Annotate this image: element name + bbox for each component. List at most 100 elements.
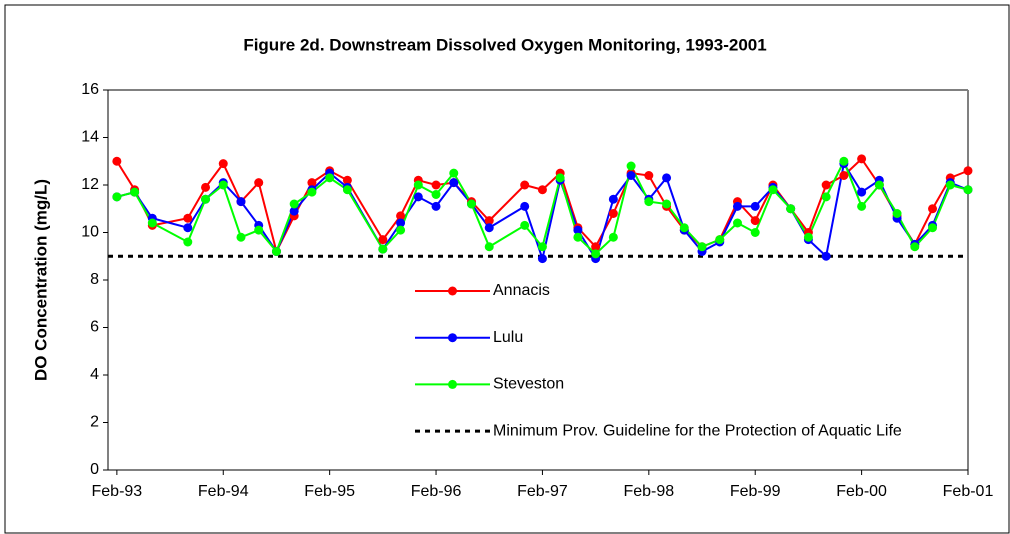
data-point xyxy=(591,249,601,259)
data-point xyxy=(537,254,547,264)
data-point xyxy=(963,185,973,195)
legend-label: Minimum Prov. Guideline for the Protecti… xyxy=(493,422,902,439)
data-point xyxy=(130,187,140,197)
data-point xyxy=(715,235,725,245)
chart-border xyxy=(4,4,1010,534)
data-point xyxy=(697,242,707,252)
x-tick-label: Feb-93 xyxy=(92,483,143,500)
data-point xyxy=(236,232,246,242)
data-point xyxy=(608,209,618,218)
data-point xyxy=(839,171,849,180)
data-point xyxy=(821,180,831,190)
data-point xyxy=(520,220,530,230)
data-point xyxy=(857,154,867,164)
data-point xyxy=(201,182,211,192)
data-point xyxy=(396,218,406,228)
data-point xyxy=(626,161,636,171)
data-point xyxy=(378,244,388,254)
x-tick-label: Feb-94 xyxy=(198,483,249,500)
data-point xyxy=(520,201,530,211)
y-tick-label: 2 xyxy=(90,414,99,431)
data-point xyxy=(803,232,813,242)
y-tick-label: 16 xyxy=(81,81,99,98)
data-point xyxy=(112,192,122,202)
data-point xyxy=(307,178,317,188)
data-point xyxy=(644,171,654,180)
data-point xyxy=(218,180,228,190)
data-point xyxy=(821,192,831,202)
data-point xyxy=(396,225,406,235)
data-point xyxy=(289,206,299,216)
data-point xyxy=(750,201,760,211)
data-point xyxy=(342,175,352,185)
legend-label: Lulu xyxy=(493,329,523,346)
x-tick-label: Feb-98 xyxy=(623,483,674,500)
series-line xyxy=(116,158,969,256)
legend-marker xyxy=(448,286,457,296)
data-point xyxy=(644,197,654,207)
data-point xyxy=(378,235,388,245)
data-point xyxy=(679,223,689,233)
data-point xyxy=(910,242,920,252)
data-point xyxy=(786,204,796,214)
data-point xyxy=(236,197,246,207)
data-point xyxy=(218,159,228,169)
data-point xyxy=(732,218,742,228)
x-tick-label: Feb-99 xyxy=(730,483,781,500)
data-point xyxy=(484,242,494,252)
data-point xyxy=(768,185,778,195)
data-point xyxy=(201,194,211,204)
data-point xyxy=(449,178,459,188)
data-point xyxy=(254,225,264,235)
data-point xyxy=(183,237,193,247)
y-tick-label: 4 xyxy=(90,366,99,383)
data-point xyxy=(413,192,423,202)
data-point xyxy=(591,242,601,252)
y-tick-label: 10 xyxy=(81,224,99,241)
data-point xyxy=(325,173,335,183)
data-point xyxy=(821,251,831,261)
data-point xyxy=(750,228,760,237)
data-point xyxy=(183,213,193,223)
y-axis-label: DO Concentration (mg/L) xyxy=(31,179,50,381)
data-point xyxy=(431,180,441,190)
x-tick-label: Feb-00 xyxy=(836,483,887,500)
data-point xyxy=(874,180,884,190)
data-point xyxy=(307,187,317,197)
data-point xyxy=(520,180,530,190)
data-point xyxy=(254,178,264,188)
y-tick-label: 12 xyxy=(81,176,99,193)
data-point xyxy=(963,166,973,176)
data-point xyxy=(431,190,441,199)
legend-label: Annacis xyxy=(493,282,550,299)
data-point xyxy=(112,156,122,166)
data-point xyxy=(467,199,477,209)
data-point xyxy=(484,216,494,226)
data-point xyxy=(892,209,902,218)
data-point xyxy=(608,194,618,204)
data-point xyxy=(537,242,547,252)
legend-marker xyxy=(448,333,457,343)
y-tick-label: 8 xyxy=(90,271,99,288)
data-point xyxy=(608,232,618,242)
x-tick-label: Feb-01 xyxy=(943,483,994,500)
chart-title: Figure 2d. Downstream Dissolved Oxygen M… xyxy=(243,35,766,54)
data-point xyxy=(945,180,955,190)
data-point xyxy=(839,156,849,166)
data-point xyxy=(573,225,583,235)
legend-label: Steveston xyxy=(493,376,564,393)
x-tick-label: Feb-97 xyxy=(517,483,568,500)
data-point xyxy=(484,223,494,233)
data-point xyxy=(289,199,299,209)
legend-marker xyxy=(448,379,457,389)
data-point xyxy=(396,211,406,221)
data-point xyxy=(449,168,459,178)
x-tick-label: Feb-95 xyxy=(304,483,355,500)
data-point xyxy=(750,216,760,226)
data-point xyxy=(662,173,672,183)
data-point xyxy=(183,223,193,233)
data-point xyxy=(271,247,281,256)
y-tick-label: 14 xyxy=(81,129,99,146)
data-point xyxy=(555,173,565,183)
